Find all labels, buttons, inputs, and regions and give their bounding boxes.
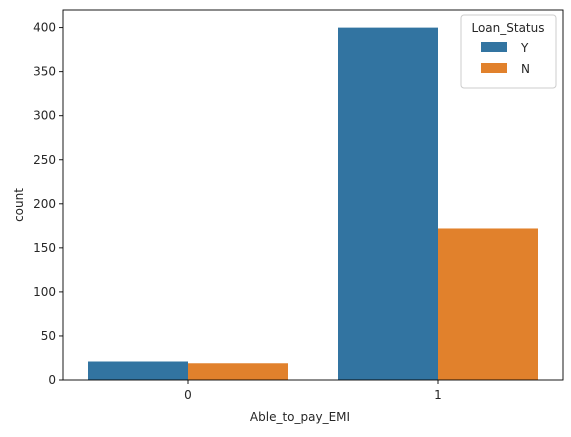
- legend-label-n: N: [521, 62, 530, 76]
- x-tick-label-0: 0: [184, 388, 192, 402]
- x-axis-label: Able_to_pay_EMI: [250, 410, 350, 424]
- ticks-layer: 0 50 100 150 200 250 300 350 400 0 1: [33, 21, 442, 402]
- y-tick-label-100: 100: [33, 285, 56, 299]
- axes-layer: [62, 9, 564, 381]
- y-tick-label-150: 150: [33, 241, 56, 255]
- legend-swatch-n: [481, 63, 507, 73]
- bar-y-cat-0: [88, 361, 188, 380]
- y-tick-label-200: 200: [33, 197, 56, 211]
- bar-y-cat-1: [338, 27, 438, 380]
- y-tick-label-250: 250: [33, 153, 56, 167]
- bars-layer: [88, 27, 538, 380]
- plot-frame: [62, 9, 564, 381]
- y-tick-label-50: 50: [41, 329, 56, 343]
- legend: Loan_Status YN: [460, 14, 557, 89]
- legend-title: Loan_Status: [471, 21, 544, 35]
- y-axis-label: count: [12, 188, 26, 222]
- legend-label-y: Y: [520, 41, 529, 55]
- legend-swatch-y: [481, 42, 507, 52]
- y-tick-label-400: 400: [33, 21, 56, 35]
- y-tick-label-300: 300: [33, 109, 56, 123]
- legend-entries: YN: [481, 41, 530, 76]
- y-tick-label-350: 350: [33, 65, 56, 79]
- bar-n-cat-0: [188, 363, 288, 380]
- y-tick-label-0: 0: [48, 373, 56, 387]
- bar-n-cat-1: [438, 228, 538, 380]
- x-tick-label-1: 1: [434, 388, 442, 402]
